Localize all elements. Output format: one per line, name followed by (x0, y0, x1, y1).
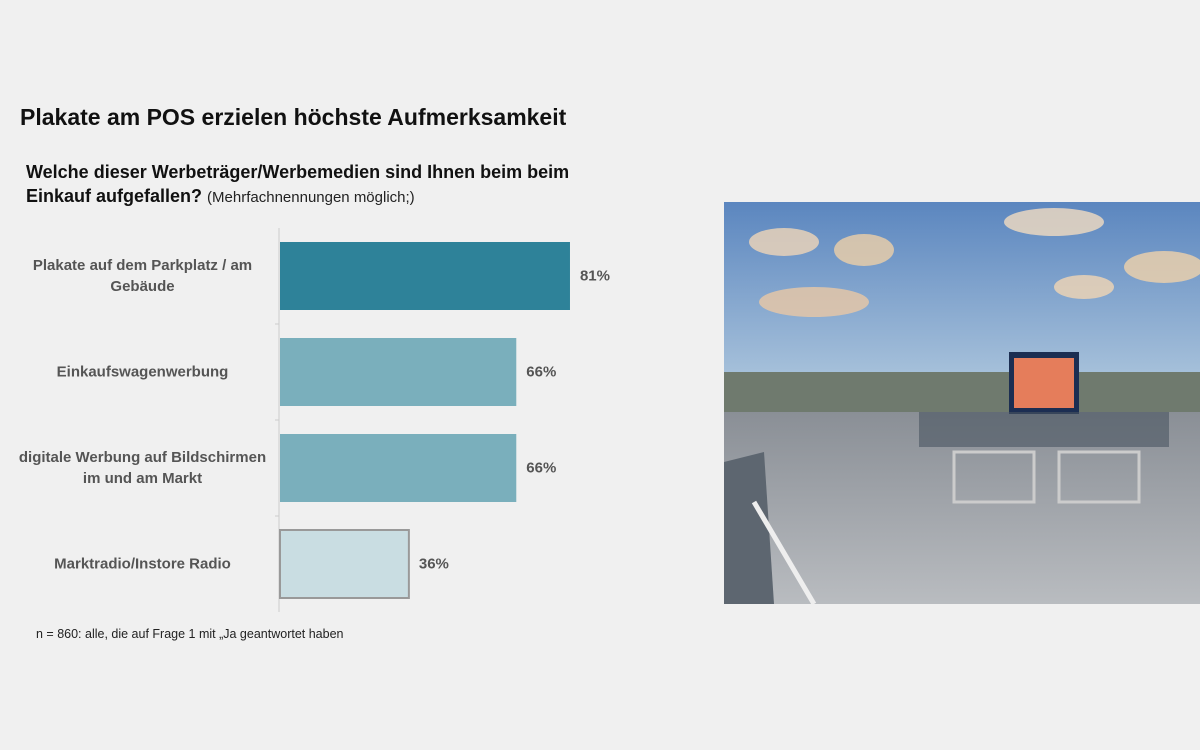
chart-heading: Welche dieser Werbeträger/Werbemedien si… (26, 160, 606, 210)
value-label: 66% (526, 363, 557, 381)
chart-subtitle: (Mehrfachnennungen möglich;) (207, 189, 415, 206)
photo (724, 202, 1200, 604)
bar (279, 529, 410, 599)
footnote: n = 860: alle, die auf Frage 1 mit „Ja g… (36, 627, 344, 641)
category-label: Plakate auf dem Parkplatz / am Gebäude (32, 257, 253, 295)
value-label: 66% (526, 459, 557, 477)
category-label: Marktradio/Instore Radio (54, 555, 231, 573)
chart-title: Welche dieser Werbeträger/Werbemedien si… (26, 162, 570, 206)
slide-title: Plakate am POS erzielen höchste Aufmerks… (20, 104, 567, 130)
bar (280, 242, 570, 310)
bar (280, 434, 517, 502)
category-label: digitale Werbung auf Bildschirmen im und… (18, 449, 267, 487)
chart (275, 228, 570, 612)
bar (280, 338, 517, 406)
value-label: 81% (579, 267, 610, 285)
category-label: Einkaufswagenwerbung (56, 363, 229, 381)
value-label: 36% (418, 555, 449, 573)
